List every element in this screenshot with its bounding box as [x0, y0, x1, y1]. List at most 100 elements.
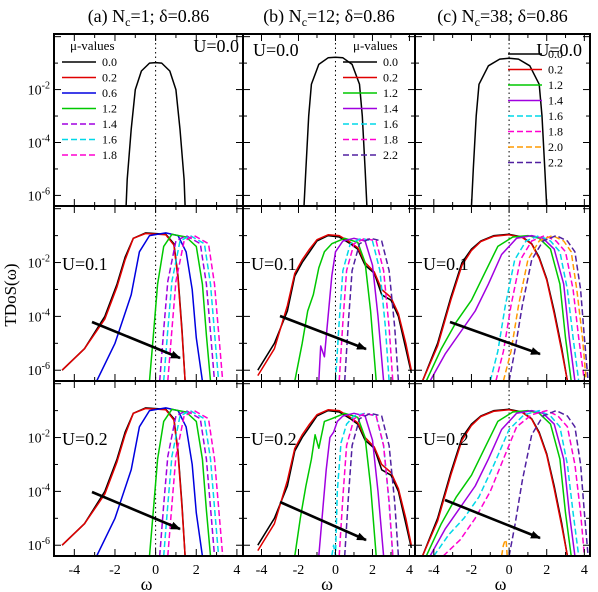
series-line-mu-1.6: [334, 237, 390, 381]
series-line-mu-2.2: [508, 409, 589, 556]
series-line-mu-1.4: [318, 237, 385, 381]
x-tick-label: -4: [256, 563, 268, 578]
legend-entry: 0.0: [383, 55, 398, 69]
legend-entry: 1.4: [102, 117, 117, 131]
legend-entry: 2.2: [383, 148, 398, 162]
series-line-mu-1.2: [294, 237, 377, 381]
u-value-label: U=0.1: [423, 254, 469, 274]
panel-2-1: U=0.0 μ-values 0.0 0.21.2 1.41.6 1.82.2: [242, 33, 416, 207]
column-title: (c) Nc=38; δ=0.86: [437, 6, 568, 29]
x-tick-label: 0: [332, 563, 339, 578]
series-line-mu-0.2: [61, 407, 186, 556]
series-line-mu-1.6: [162, 409, 220, 556]
x-tick-label: 0: [152, 563, 159, 578]
u-value-label: U=0.0: [193, 36, 239, 56]
series-line-mu-1.6: [489, 234, 580, 381]
x-axis-label: ω: [141, 574, 153, 592]
x-tick-label: -4: [68, 563, 80, 578]
y-tick-label: 10-4: [28, 307, 50, 325]
series-line-mu-1.4: [429, 234, 576, 381]
y-tick-label: 10-6: [28, 186, 50, 204]
series-line-mu-1.2: [425, 234, 572, 381]
panel-1-1: 10-2 10-4 10-6 U=0.0 μ-values 0.0 0.20.6 1.21.4…: [28, 33, 244, 207]
x-tick-label: -4: [428, 563, 440, 578]
series-line-mu-1.4: [318, 412, 385, 556]
x-tick-label: 2: [369, 563, 376, 578]
x-tick-label: 4: [406, 563, 413, 578]
series-line-mu-1.6: [162, 234, 220, 381]
series-line-mu-0.6: [96, 232, 204, 381]
series-line-mu-2.2: [343, 237, 400, 381]
series-line-mu-1.2: [148, 408, 212, 556]
column-title: (a) Nc=1; δ=0.86: [88, 6, 210, 29]
u-value-label: U=0.2: [423, 429, 469, 449]
panel-2-2: U=0.1: [242, 205, 416, 382]
panel-frame: [53, 33, 244, 207]
x-tick-label: 2: [193, 563, 200, 578]
trend-arrow: [449, 320, 541, 356]
series-line-mu-0.6: [96, 407, 204, 556]
panel-1-3: 10-2 10-4 10-6 U=0.2: [28, 380, 244, 557]
series-line-mu-2.0: [502, 234, 587, 381]
legend-entry: 1.8: [548, 125, 563, 139]
series-line-mu-1.4: [429, 409, 576, 556]
trend-arrow: [279, 314, 367, 351]
series-line-mu-1.6: [433, 409, 580, 556]
legend: 0.0 0.20.6 1.21.4 1.61.8: [62, 55, 117, 162]
x-axis-label: ω: [495, 574, 507, 592]
series-line-mu-1.2: [294, 412, 377, 556]
legend-entry: 1.4: [548, 94, 563, 108]
u-value-label: U=0.2: [62, 429, 108, 449]
panel-3-3: U=0.2: [414, 380, 591, 557]
series-line-mu-0.2: [421, 409, 569, 556]
legend-entry: 0.2: [383, 71, 398, 85]
series-line-mu-0.2: [61, 232, 186, 381]
x-tick-label: -2: [293, 563, 305, 578]
trend-arrow: [91, 320, 181, 360]
legend-entry: 1.6: [383, 117, 398, 131]
series-line-mu-1.2: [425, 409, 572, 556]
u-value-label: U=0.0: [253, 40, 299, 60]
panel-1-2: 10-2 10-4 10-6 U=0.1: [28, 205, 244, 382]
x-tick-label: -2: [109, 563, 121, 578]
legend: 0.0 0.21.2 1.41.6 1.82.2: [343, 55, 398, 162]
trend-arrow: [444, 498, 541, 540]
legend-header: μ-values: [70, 38, 115, 53]
series-line-mu-0.0: [470, 57, 548, 206]
x-axis-label: ω: [321, 574, 333, 592]
series-line-mu-1.8: [442, 409, 586, 556]
y-tick-label: 10-2: [28, 81, 50, 99]
x-tick-label: 4: [581, 563, 588, 578]
series-line-mu-1.8: [338, 237, 394, 381]
x-tick-label: 4: [233, 563, 240, 578]
legend-entry: 1.6: [548, 109, 563, 123]
legend-entry: 0.6: [102, 86, 117, 100]
series-line-mu-1.8: [167, 234, 224, 381]
legend-entry: 1.8: [102, 148, 117, 162]
y-tick-label: 10-6: [28, 361, 50, 379]
series-line-mu-0.0: [303, 56, 368, 206]
u-value-label: U=0.1: [62, 254, 108, 274]
legend-entry: 1.2: [102, 102, 117, 116]
panel-2-3: U=0.2: [242, 380, 416, 557]
panel-frame: [242, 380, 416, 557]
y-axis-label: TDoS(ω): [1, 263, 20, 326]
legend-entry: 2.2: [548, 156, 563, 170]
series-line-mu-2.2: [508, 234, 589, 381]
y-tick-label: 10-4: [28, 133, 50, 151]
y-tick-label: 10-2: [28, 254, 50, 272]
panel-3-1: U=0.00.0 0.21.2 1.41.6 1.82.0 2.2: [414, 33, 591, 207]
legend-header: μ-values: [353, 38, 398, 53]
x-tick-label: -2: [466, 563, 478, 578]
series-line-mu-1.4: [158, 409, 216, 556]
legend-entry: 1.6: [102, 133, 117, 147]
column-title: (b) Nc=12; δ=0.86: [263, 6, 395, 29]
series-line-mu-2.2: [343, 412, 400, 556]
y-tick-label: 10-2: [28, 429, 50, 447]
y-tick-label: 10-4: [28, 482, 50, 500]
panel-3-2: U=0.1: [414, 205, 591, 382]
y-tick-label: 10-6: [28, 536, 50, 554]
u-value-label: U=0.2: [251, 429, 297, 449]
legend-entry: 2.0: [548, 140, 563, 154]
